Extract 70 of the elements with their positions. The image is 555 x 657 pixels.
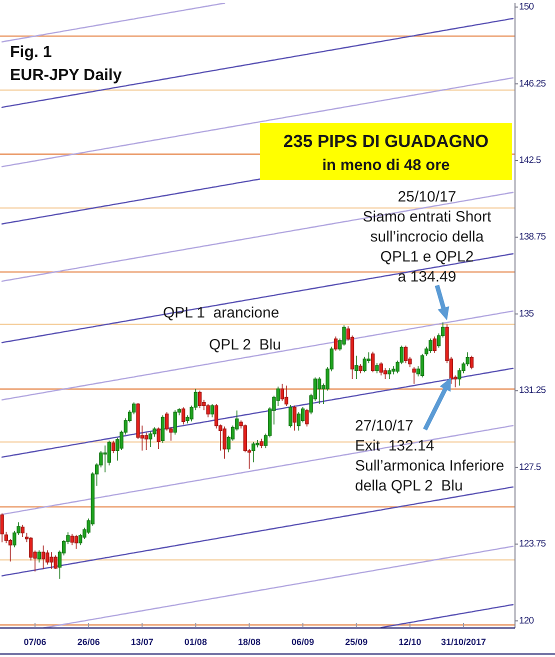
x-tick-label: 31/10/2017 <box>440 637 486 647</box>
candlestick <box>317 376 322 404</box>
x-tick-label: 12/10 <box>398 637 422 647</box>
line-series <box>1 3 226 43</box>
text: EUR-JPY Daily <box>10 67 122 84</box>
candlestick <box>148 431 152 448</box>
x-tick-label: 25/09 <box>345 637 368 647</box>
x-tick-label: 06/09 <box>292 637 314 647</box>
candlestick <box>292 405 296 431</box>
line-series <box>380 604 514 628</box>
candlestick <box>156 427 160 450</box>
candlestick <box>388 368 392 380</box>
candlestick <box>37 550 41 563</box>
candlestick <box>46 550 50 565</box>
y-tick-label: 138.75 <box>519 232 546 243</box>
line-series <box>42 546 514 628</box>
line-series <box>1 178 262 225</box>
line-series <box>1 192 514 282</box>
candlestick <box>354 355 358 380</box>
candlestick <box>111 440 116 454</box>
y-tick-label: 123.75 <box>519 538 546 550</box>
candlestick <box>358 364 362 374</box>
candlestick <box>0 513 4 543</box>
candlestick <box>70 533 74 546</box>
candlestick <box>182 406 186 425</box>
candlestick <box>432 336 436 354</box>
candlestick <box>375 362 379 374</box>
annotation: 235 PIPS DI GUADAGNO in meno di 48 ore <box>283 131 489 174</box>
candlestick <box>420 353 424 378</box>
x-tick-label: 13/07 <box>130 637 154 647</box>
candlestick <box>173 410 177 436</box>
candlestick <box>206 404 210 418</box>
candlestick <box>222 426 226 460</box>
candlestick <box>305 408 309 427</box>
y-tick-label: 146.25 <box>519 78 546 90</box>
annotation: 27/10/17 Exit 132.14 Sull’armonica Inferiore della QPL 2 Blu <box>355 418 504 494</box>
y-tick-label: 127.5 <box>519 462 541 473</box>
y-tick-label: 135 <box>519 308 534 320</box>
candlestick <box>288 404 292 428</box>
candlestick <box>404 345 408 364</box>
x-tick-label: 07/06 <box>24 637 46 647</box>
series-label: QPL 2 Blu <box>209 336 281 354</box>
candlestick <box>20 524 24 538</box>
line-series <box>1 18 514 108</box>
candlestick <box>412 366 416 384</box>
x-tick-label: 26/06 <box>77 637 100 647</box>
x-tick-label: 18/08 <box>238 637 261 647</box>
candlestick <box>334 336 338 352</box>
candlestick <box>260 438 264 449</box>
candlestick <box>160 414 165 444</box>
y-tick-label: 150 <box>519 2 534 13</box>
x-tick-label: 01/08 <box>184 637 207 647</box>
annotation: 25/10/17 Siamo entrati Short sull’incrocio della QPL1 e QPL2 a 134.49 <box>362 188 492 286</box>
line-series <box>1 368 514 458</box>
candlestick <box>470 355 474 370</box>
candlestick <box>50 552 54 570</box>
y-tick-label: 142.5 <box>519 155 541 166</box>
candlestick <box>371 351 375 373</box>
y-tick-label: 131.25 <box>519 385 546 396</box>
candlestick <box>379 362 383 376</box>
candlestick <box>252 441 256 463</box>
y-tick-label: 120 <box>519 615 534 626</box>
text: Fig. 1 <box>10 44 52 61</box>
candlestick <box>284 385 288 406</box>
candlestick <box>54 554 58 570</box>
candlestick <box>210 404 214 418</box>
candlestick <box>74 534 78 550</box>
candlestick <box>428 338 432 354</box>
candlestick <box>198 390 202 408</box>
candlestick <box>41 545 46 570</box>
